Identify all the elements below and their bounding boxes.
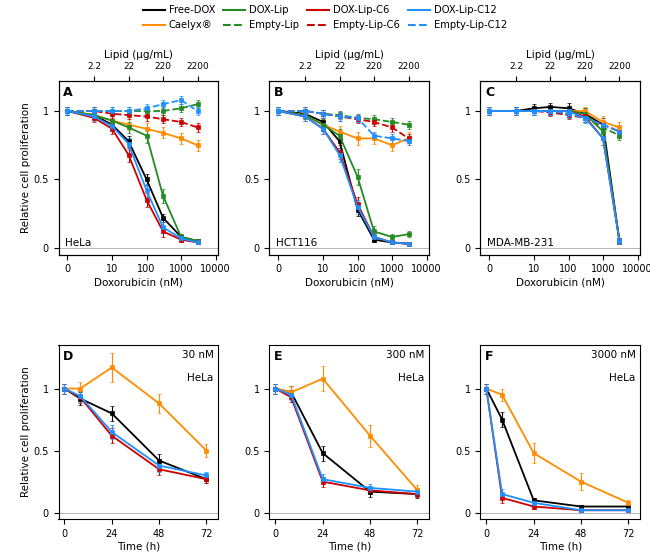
Y-axis label: Relative cell proliferation: Relative cell proliferation <box>21 103 31 233</box>
X-axis label: Doxorubicin (nM): Doxorubicin (nM) <box>305 277 394 287</box>
Text: B: B <box>274 86 284 99</box>
Legend: Free-DOX, Caelyx®, DOX-Lip, Empty-Lip, DOX-Lip-C6, Empty-Lip-C6, DOX-Lip-C12, Em: Free-DOX, Caelyx®, DOX-Lip, Empty-Lip, D… <box>143 5 507 30</box>
Text: 3000 nM: 3000 nM <box>591 350 636 360</box>
X-axis label: Doxorubicin (nM): Doxorubicin (nM) <box>516 277 604 287</box>
X-axis label: Doxorubicin (nM): Doxorubicin (nM) <box>94 277 183 287</box>
Text: MDA-MB-231: MDA-MB-231 <box>487 238 554 248</box>
Y-axis label: Relative cell proliferation: Relative cell proliferation <box>21 367 31 497</box>
Text: A: A <box>63 86 73 99</box>
Text: F: F <box>485 350 494 363</box>
Text: E: E <box>274 350 283 363</box>
X-axis label: Time (h): Time (h) <box>328 541 371 551</box>
Text: D: D <box>63 350 73 363</box>
X-axis label: Lipid (μg/mL): Lipid (μg/mL) <box>315 50 384 60</box>
Text: HeLa: HeLa <box>609 373 636 383</box>
Text: 30 nM: 30 nM <box>181 350 214 360</box>
Text: 300 nM: 300 nM <box>386 350 424 360</box>
Text: HeLa: HeLa <box>398 373 424 383</box>
X-axis label: Lipid (μg/mL): Lipid (μg/mL) <box>104 50 173 60</box>
Text: C: C <box>485 86 495 99</box>
X-axis label: Time (h): Time (h) <box>117 541 160 551</box>
Text: HeLa: HeLa <box>187 373 214 383</box>
Text: HCT116: HCT116 <box>276 238 317 248</box>
Text: HeLa: HeLa <box>65 238 91 248</box>
X-axis label: Time (h): Time (h) <box>539 541 582 551</box>
X-axis label: Lipid (μg/mL): Lipid (μg/mL) <box>526 50 595 60</box>
